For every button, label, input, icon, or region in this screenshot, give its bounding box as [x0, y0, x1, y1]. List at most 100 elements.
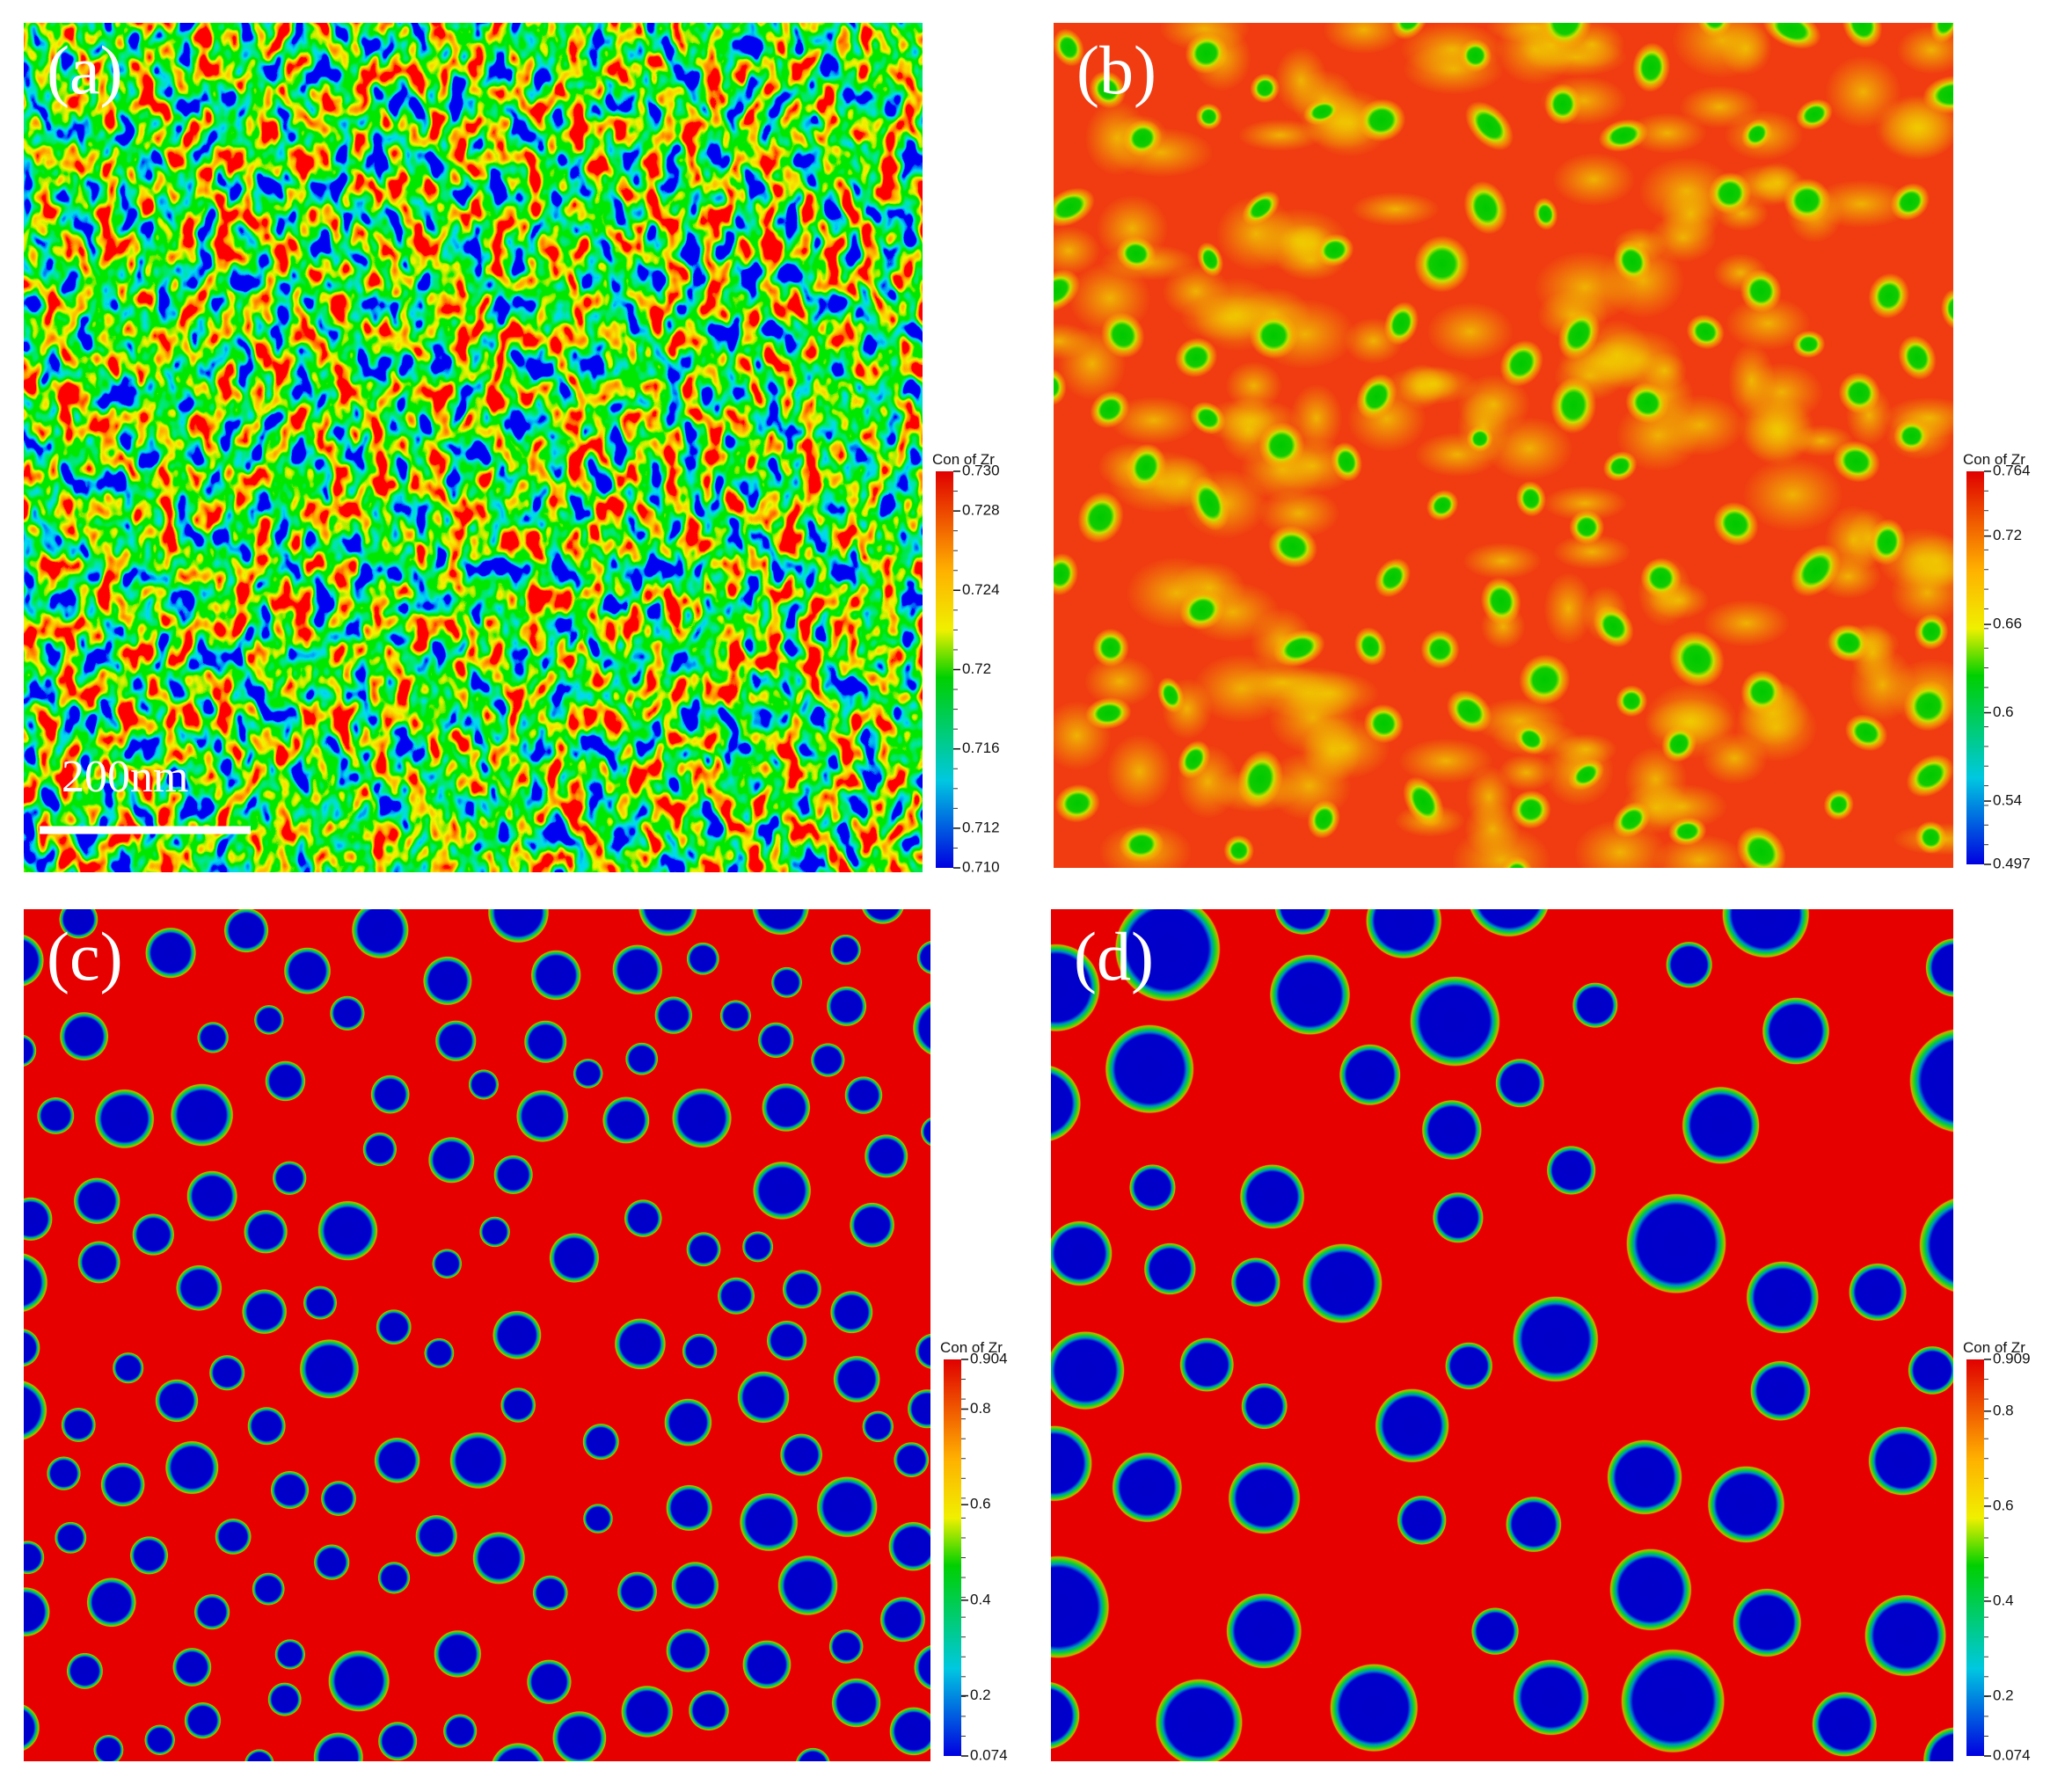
precipitate: [1445, 1342, 1493, 1390]
precipitate: [175, 1264, 223, 1312]
precipitate: [1922, 75, 1953, 114]
precipitate: [252, 1572, 285, 1606]
precipitate: [829, 1290, 873, 1334]
precipitate: [1500, 856, 1533, 868]
precipitate: [1155, 1678, 1244, 1761]
halo: [1498, 754, 1555, 791]
precipitate: [424, 1337, 455, 1369]
precipitate: [686, 942, 720, 976]
colorbar-title: Con of Zr: [940, 1339, 1003, 1356]
precipitate: [327, 1650, 390, 1712]
precipitate: [1868, 519, 1906, 565]
precipitate: [247, 1406, 287, 1446]
precipitate: [1239, 1163, 1305, 1229]
precipitate: [1446, 689, 1492, 733]
precipitate: [1533, 197, 1558, 230]
tick-label: 0.730: [962, 462, 1000, 478]
precipitate: [1868, 273, 1910, 319]
precipitate: [274, 1638, 306, 1670]
precipitate: [573, 1058, 603, 1089]
precipitate: [1315, 233, 1354, 267]
precipitate: [73, 1177, 120, 1225]
precipitate: [1339, 1044, 1401, 1106]
precipitate: [351, 909, 410, 959]
precipitate: [427, 1136, 475, 1184]
panel: (d) Con of Zr0.909 0.8 0.6 0.4 0.2 0.074: [1051, 909, 2031, 1763]
precipitate: [1762, 996, 1830, 1066]
precipitate: [197, 1021, 230, 1053]
precipitate: [1602, 451, 1638, 482]
halo: [1900, 534, 1953, 588]
precipitate: [1356, 373, 1397, 420]
halo: [1742, 457, 1843, 532]
precipitate: [24, 1252, 48, 1313]
precipitate: [186, 1170, 238, 1222]
precipitate: [46, 1456, 81, 1491]
precipitate: [1838, 372, 1880, 414]
precipitate: [100, 1462, 145, 1507]
precipitate: [526, 1659, 573, 1705]
precipitate: [1195, 103, 1222, 130]
precipitate: [1607, 1439, 1683, 1515]
precipitate: [828, 1628, 864, 1665]
panel: (b) Con of Zr0.764 0.72 0.66 0.6 0.54 0.497: [1054, 23, 2031, 871]
halo: [1237, 665, 1328, 700]
precipitate: [24, 1704, 40, 1752]
halo: [1083, 655, 1156, 707]
precipitate: [844, 1075, 883, 1115]
panel-label: (b): [1076, 32, 1156, 108]
precipitate: [1666, 941, 1713, 988]
halo: [1642, 352, 1688, 390]
precipitate: [810, 1043, 845, 1077]
precipitate: [1051, 943, 1101, 1032]
halo: [1084, 100, 1149, 176]
precipitate: [1828, 623, 1870, 662]
halo: [1463, 543, 1543, 579]
precipitate: [66, 1652, 104, 1690]
precipitate: [688, 1690, 730, 1731]
field-map: [24, 909, 930, 1761]
precipitate: [362, 1132, 398, 1167]
tick-label: 0.8: [970, 1400, 991, 1417]
precipitate: [1470, 1606, 1520, 1656]
halo: [1054, 226, 1101, 275]
precipitate: [1307, 799, 1340, 839]
halo: [1627, 112, 1707, 154]
precipitate: [830, 934, 862, 965]
precipitate: [549, 1232, 600, 1284]
precipitate: [24, 1541, 45, 1575]
precipitate: [1383, 302, 1419, 346]
halo: [1573, 819, 1667, 868]
precipitate: [24, 1328, 40, 1367]
precipitate: [1480, 577, 1521, 626]
precipitate: [1918, 1198, 1953, 1293]
precipitate: [265, 1060, 306, 1102]
precipitate: [530, 950, 581, 1001]
tick-label: 0.710: [962, 858, 1000, 875]
halo: [1451, 826, 1551, 868]
precipitate: [1842, 23, 1883, 48]
precipitate: [1054, 552, 1079, 596]
precipitate: [879, 1596, 926, 1643]
precipitate: [492, 1310, 542, 1360]
precipitate: [170, 1083, 234, 1147]
halo: [1744, 397, 1813, 466]
halo: [1465, 765, 1513, 829]
tick-label: 0.72: [1993, 527, 2022, 543]
precipitate: [442, 1714, 478, 1749]
precipitate: [916, 940, 930, 975]
precipitate: [849, 1202, 895, 1248]
colorbar-title: Con of Zr: [932, 451, 995, 468]
colorbar: [1966, 1359, 1984, 1756]
precipitate: [1812, 1691, 1878, 1758]
field-map: [24, 23, 923, 872]
precipitate: [1915, 820, 1947, 854]
precipitate: [621, 1685, 674, 1738]
precipitate: [415, 1514, 458, 1557]
precipitate: [1567, 759, 1605, 790]
precipitate: [624, 1198, 662, 1238]
precipitate: [374, 1437, 420, 1484]
halo: [1409, 367, 1459, 401]
